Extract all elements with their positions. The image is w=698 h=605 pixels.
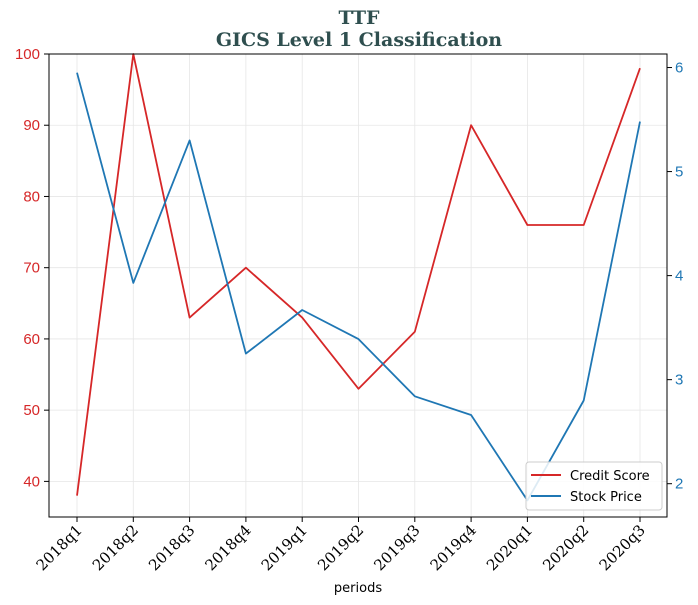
right-y-tick-label: 4: [675, 268, 683, 285]
x-tick-label: 2019q2: [314, 521, 367, 574]
plot-frame: [48, 53, 668, 518]
left-y-tick-label: 70: [23, 260, 40, 277]
legend: Credit Score Stock Price: [525, 461, 663, 511]
x-tick-label: 2020q1: [483, 521, 536, 574]
legend-label: Credit Score: [570, 469, 650, 484]
chart-title: TTF: [338, 7, 380, 29]
left-y-tick-label: 50: [23, 402, 40, 419]
x-axis-label: periods: [334, 581, 382, 596]
left-axis: 40 50 60 70 80 90 100: [15, 46, 49, 490]
x-tick-label: 2018q1: [33, 521, 86, 574]
chart-subtitle: GICS Level 1 Classification: [216, 29, 502, 51]
right-y-tick-label: 2: [675, 476, 683, 493]
right-y-tick-label: 3: [675, 372, 683, 389]
left-y-tick-label: 40: [23, 473, 40, 490]
x-tick-label: 2019q4: [427, 521, 480, 574]
left-y-tick-label: 60: [23, 331, 40, 348]
grid: [49, 53, 667, 517]
right-y-tick-label: 5: [675, 164, 683, 181]
x-axis: 2018q1 2018q2 2018q3 2018q4 2019q1 2019q2 2019…: [33, 517, 649, 574]
x-tick-label: 2020q2: [539, 521, 592, 574]
x-tick-label: 2018q3: [145, 521, 198, 574]
series-line-credit-score: [76, 53, 641, 496]
left-y-tick-label: 100: [15, 46, 40, 63]
left-y-tick-label: 90: [23, 117, 40, 134]
legend-label: Stock Price: [570, 490, 642, 505]
x-tick-label: 2019q1: [258, 521, 311, 574]
x-tick-label: 2020q3: [596, 521, 649, 574]
right-axis: 2 3 4 5 6: [667, 60, 683, 493]
x-tick-label: 2019q3: [370, 521, 423, 574]
x-tick-label: 2018q2: [89, 521, 142, 574]
left-y-tick-label: 80: [23, 188, 40, 205]
right-y-tick-label: 6: [675, 60, 683, 77]
x-tick-label: 2018q4: [201, 521, 254, 574]
